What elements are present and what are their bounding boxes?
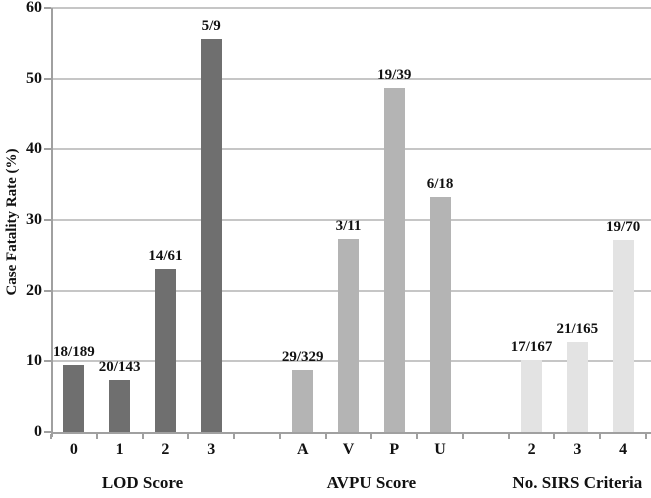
bar-value-label-no-sirs-criteria-3: 21/165 xyxy=(556,321,599,338)
x-tick-3 xyxy=(187,434,190,439)
x-axis-line xyxy=(51,432,651,434)
x-tick-12 xyxy=(599,434,602,439)
bar-avpu-score-a xyxy=(292,369,314,432)
x-tick-0 xyxy=(50,434,52,439)
y-tick-label-40: 40 xyxy=(26,140,42,158)
group-label-no-sirs-criteria: No. SIRS Criteria xyxy=(512,473,643,492)
gridline-30 xyxy=(51,219,651,221)
bar-avpu-score-p xyxy=(383,87,405,432)
x-tick-9 xyxy=(461,434,464,439)
gridline-40 xyxy=(51,148,651,151)
bar-lod-score-0 xyxy=(63,364,85,432)
bar-no-sirs-criteria-3 xyxy=(566,342,588,432)
bar-value-label-avpu-score-p: 19/39 xyxy=(377,66,412,83)
x-category-label-no-sirs-criteria-4: 4 xyxy=(619,441,628,458)
x-tick-6 xyxy=(324,434,327,439)
bar-value-label-avpu-score-a: 29/329 xyxy=(281,348,324,365)
bar-lod-score-2 xyxy=(154,269,176,432)
x-category-label-no-sirs-criteria-2: 2 xyxy=(527,441,536,458)
x-category-label-lod-score-2: 2 xyxy=(161,441,170,458)
bar-value-label-avpu-score-u: 6/18 xyxy=(426,175,454,192)
bar-value-label-lod-score-3: 5/9 xyxy=(201,18,221,35)
y-axis-line xyxy=(51,8,53,437)
bar-no-sirs-criteria-2 xyxy=(521,359,543,432)
bar-lod-score-1 xyxy=(109,380,131,432)
x-tick-2 xyxy=(141,434,144,439)
y-tick-10 xyxy=(44,360,51,363)
x-category-label-lod-score-1: 1 xyxy=(115,441,124,458)
gridline-60 xyxy=(51,7,651,9)
y-tick-60 xyxy=(44,7,51,9)
x-tick-5 xyxy=(278,434,281,439)
bar-value-label-lod-score-0: 18/189 xyxy=(53,343,95,360)
x-tick-13 xyxy=(645,434,647,439)
x-tick-11 xyxy=(553,434,556,439)
x-category-label-avpu-score-a: A xyxy=(296,441,309,458)
y-tick-50 xyxy=(44,77,51,80)
bar-value-label-lod-score-1: 20/143 xyxy=(98,359,141,376)
y-tick-40 xyxy=(44,148,51,151)
y-tick-0 xyxy=(44,431,51,433)
bar-value-label-avpu-score-v: 3/11 xyxy=(335,218,362,235)
group-label-lod-score: LOD Score xyxy=(101,473,184,492)
y-tick-label-0: 0 xyxy=(34,423,42,440)
bar-value-label-no-sirs-criteria-4: 19/70 xyxy=(606,219,641,236)
x-tick-10 xyxy=(507,434,510,439)
x-category-label-avpu-score-p: P xyxy=(389,441,400,458)
bar-avpu-score-u xyxy=(429,196,451,432)
y-tick-label-50: 50 xyxy=(26,69,42,87)
x-category-label-avpu-score-u: U xyxy=(434,441,446,458)
y-tick-20 xyxy=(44,289,51,292)
bar-value-label-no-sirs-criteria-2: 17/167 xyxy=(510,338,553,355)
gridline-50 xyxy=(51,77,651,80)
x-category-label-lod-score-0: 0 xyxy=(69,441,78,458)
bar-avpu-score-v xyxy=(338,239,359,432)
y-tick-label-30: 30 xyxy=(26,211,42,228)
x-tick-8 xyxy=(416,434,419,439)
y-tick-label-10: 10 xyxy=(26,352,42,370)
x-category-label-lod-score-3: 3 xyxy=(207,441,216,458)
bar-value-label-lod-score-2: 14/61 xyxy=(148,248,183,265)
bar-no-sirs-criteria-4 xyxy=(612,240,634,432)
x-tick-4 xyxy=(233,434,236,439)
y-tick-30 xyxy=(44,219,51,221)
x-tick-1 xyxy=(95,434,98,439)
bar-lod-score-3 xyxy=(200,39,222,432)
x-tick-7 xyxy=(370,434,373,439)
group-label-avpu-score: AVPU Score xyxy=(326,473,417,492)
y-tick-label-20: 20 xyxy=(26,281,42,299)
x-category-label-no-sirs-criteria-3: 3 xyxy=(573,441,582,458)
y-tick-label-60: 60 xyxy=(26,0,42,16)
x-category-label-avpu-score-v: V xyxy=(342,441,355,458)
